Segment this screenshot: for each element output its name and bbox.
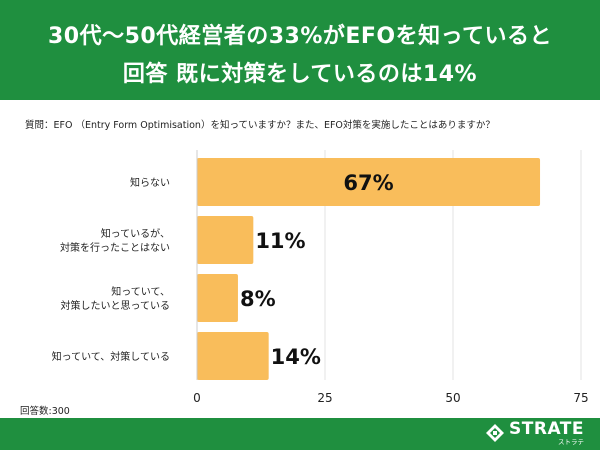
category-label: 対策を行ったことはない (60, 241, 170, 254)
headline-line-2: 回答 既に対策をしているのは14% (122, 62, 478, 87)
bar-chart: 67% 知らない 11% 知っているが、対策を行ったことはない 8% 知っていて、対策した… (52, 150, 589, 405)
bar (197, 274, 238, 322)
value-label: 11% (255, 229, 305, 253)
logo-name: STRATE (509, 419, 584, 439)
survey-question: 質問：EFO （Entry Form Optimisation）を知っていますか… (25, 120, 495, 131)
value-label: 67% (343, 171, 393, 195)
x-tick-label: 25 (317, 391, 332, 405)
strate-logo: STRATE ストラテ (485, 421, 584, 446)
bar (197, 158, 541, 206)
category-label: 知っていて、 (111, 285, 170, 298)
category-label: 知っているが、 (101, 227, 170, 240)
value-label: 8% (240, 287, 276, 311)
category-label: 知らない (130, 176, 170, 189)
x-tick-label: 50 (445, 391, 460, 405)
category-label: 対策したいと思っている (61, 299, 171, 312)
bar (197, 216, 254, 264)
category-label: 知っていて、対策している (52, 350, 170, 363)
logo-kana: ストラテ (558, 438, 584, 446)
footer-bar: STRATE ストラテ (0, 418, 600, 450)
header-banner: 30代～50代経営者の33%がEFOを知っていると 回答 既に対策をしているのは… (0, 0, 600, 100)
response-count: 回答数:300 (20, 406, 70, 417)
value-label: 14% (271, 345, 321, 369)
strate-logo-icon (485, 423, 505, 443)
x-tick-label: 75 (573, 391, 588, 405)
bar (197, 332, 269, 380)
headline-line-1: 30代～50代経営者の33%がEFOを知っていると (47, 24, 553, 49)
x-tick-label: 0 (193, 391, 201, 405)
